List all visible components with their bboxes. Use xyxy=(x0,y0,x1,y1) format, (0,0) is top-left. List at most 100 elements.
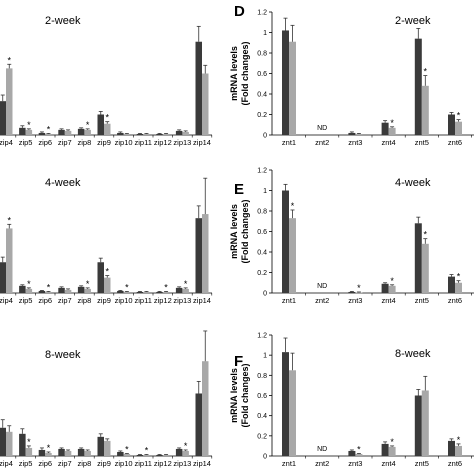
bar xyxy=(6,228,13,293)
y-tick-label: 0 xyxy=(263,133,267,140)
y-tick-label: 0.8 xyxy=(257,209,267,216)
panel-title: 2-week xyxy=(45,15,81,27)
significance-marker: * xyxy=(457,272,461,282)
bar xyxy=(97,436,104,456)
bar xyxy=(123,291,131,293)
significance-marker: * xyxy=(184,279,188,289)
bar xyxy=(77,286,85,293)
bar xyxy=(348,132,356,135)
significance-marker: * xyxy=(27,279,31,289)
bar xyxy=(355,453,363,456)
bar xyxy=(289,41,296,135)
bar xyxy=(202,214,209,293)
bar xyxy=(25,129,33,135)
bar xyxy=(202,361,209,456)
significance-marker: * xyxy=(125,282,129,292)
chart-panel-1: 2-week zip4 zip5 zip6 zip7 zip8 zip9 zip10 zip11… xyxy=(0,15,213,147)
y-tick-label: 0 xyxy=(263,291,267,298)
bar xyxy=(77,128,85,135)
y-tick-label: 0 xyxy=(263,454,267,461)
bar xyxy=(6,68,13,135)
x-tick-label: znt6 xyxy=(448,459,462,468)
x-tick-label: zip11 xyxy=(135,459,152,468)
bar xyxy=(202,73,209,135)
bar xyxy=(421,390,429,456)
x-tick-label: zip7 xyxy=(58,459,72,468)
x-tick-label: zip8 xyxy=(78,459,92,468)
significance-marker: * xyxy=(291,201,295,211)
bar xyxy=(162,133,170,135)
bar xyxy=(175,130,183,135)
x-tick-label: znt3 xyxy=(348,296,362,305)
significance-marker: * xyxy=(27,437,31,447)
significance-marker: * xyxy=(27,120,31,130)
x-tick-label: zip9 xyxy=(97,459,111,468)
bar xyxy=(143,291,150,293)
x-tick-label: zip12 xyxy=(154,138,172,147)
bar xyxy=(156,454,163,456)
x-tick-label: zip12 xyxy=(154,459,172,468)
significance-marker: * xyxy=(390,437,394,447)
x-tick-label: zip11 xyxy=(135,296,152,305)
bar xyxy=(97,114,104,135)
bar xyxy=(19,285,26,293)
y-tick-label: 1 xyxy=(263,30,267,37)
x-tick-label: znt2 xyxy=(315,459,329,468)
bar xyxy=(162,454,170,456)
x-tick-label: zip6 xyxy=(38,459,52,468)
x-tick-label: zip9 xyxy=(97,296,111,305)
x-tick-label: znt6 xyxy=(448,138,462,147)
x-tick-label: zip4 xyxy=(0,138,13,147)
bar xyxy=(64,450,72,456)
bar xyxy=(117,290,124,293)
bar xyxy=(0,262,6,293)
x-tick-label: znt5 xyxy=(415,296,429,305)
bar xyxy=(84,129,91,135)
x-tick-label: zip13 xyxy=(173,296,191,305)
not-detected-label: ND xyxy=(317,125,327,132)
bar xyxy=(58,287,65,293)
bar xyxy=(195,393,202,456)
x-tick-label: znt4 xyxy=(382,296,396,305)
x-tick-label: zip5 xyxy=(19,138,33,147)
bar xyxy=(388,285,396,293)
y-axis-label: mRNA levels xyxy=(229,204,239,259)
bar xyxy=(0,427,6,456)
panel-letter: F xyxy=(234,353,243,370)
panel-title: 4-week xyxy=(395,177,431,189)
x-tick-label: zip4 xyxy=(0,296,13,305)
significance-marker: * xyxy=(125,444,129,454)
bar xyxy=(388,446,396,456)
x-tick-label: zip11 xyxy=(135,138,152,147)
bar xyxy=(58,448,65,456)
bar xyxy=(348,450,356,456)
bar xyxy=(123,133,131,135)
x-tick-label: znt1 xyxy=(282,138,296,147)
significance-marker: * xyxy=(145,445,149,455)
significance-marker: * xyxy=(390,118,394,128)
x-tick-label: zip5 xyxy=(19,459,33,468)
x-tick-label: zip10 xyxy=(115,296,133,305)
bar xyxy=(104,123,111,135)
bar xyxy=(355,133,363,135)
y-tick-label: 1 xyxy=(263,188,267,195)
bar xyxy=(45,452,52,456)
significance-marker: * xyxy=(184,441,188,451)
bar xyxy=(282,190,289,293)
y-axis-label: (Fold changes) xyxy=(240,363,250,427)
chart-panel-5: 8-week zip4 zip5 zip6 zip7 zip8 zip9 zip10 zip11… xyxy=(0,330,213,468)
panel-title: 8-week xyxy=(45,349,81,361)
x-tick-label: zip8 xyxy=(78,138,92,147)
bar xyxy=(19,127,26,135)
bar xyxy=(123,453,131,456)
y-tick-label: 0.6 xyxy=(257,71,267,78)
bar xyxy=(448,114,455,135)
bar xyxy=(25,288,33,293)
panel-title: 8-week xyxy=(395,348,431,360)
y-tick-label: 1.2 xyxy=(257,333,267,340)
x-tick-label: zip12 xyxy=(154,296,172,305)
significance-marker: * xyxy=(47,282,51,292)
x-tick-label: zip8 xyxy=(78,296,92,305)
